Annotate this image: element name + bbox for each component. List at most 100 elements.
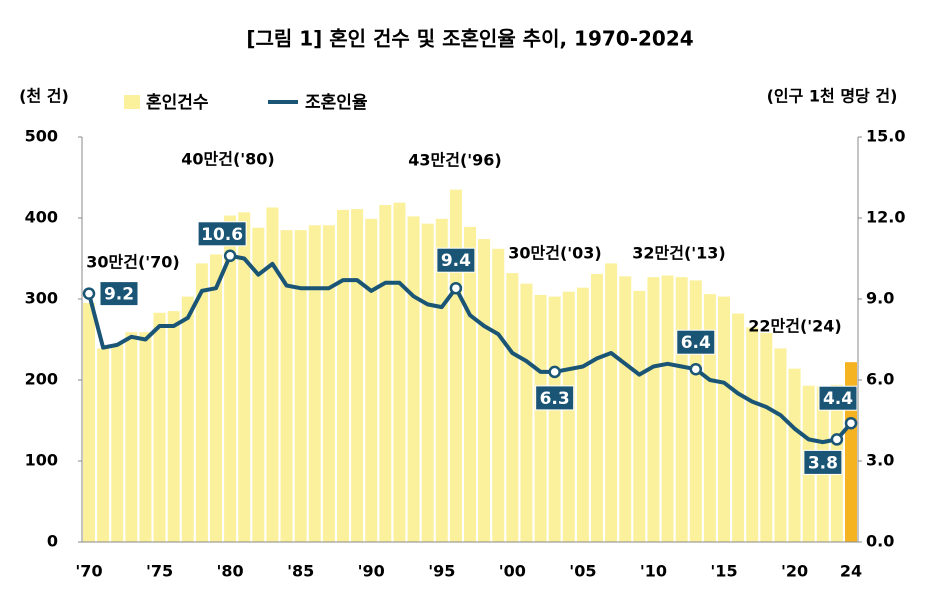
y-tick-label: 0 (47, 532, 58, 551)
chart-title: [그림 1] 혼인 건수 및 조혼인율 추이, 1970-2024 (246, 27, 693, 51)
value-label-box (818, 385, 858, 411)
annotation: 22만건('24) (748, 317, 842, 336)
bar (139, 332, 152, 542)
bar (365, 218, 378, 542)
y2-tick-label: 0.0 (866, 532, 894, 551)
y-tick-label: 200 (25, 370, 58, 389)
x-tick-label: '90 (358, 562, 385, 581)
y2-tick-label: 12.0 (866, 208, 905, 227)
bar (280, 230, 293, 542)
bar (548, 296, 561, 542)
value-label: 6.4 (681, 333, 711, 353)
value-label: 9.4 (441, 251, 471, 271)
x-tick-label: '20 (781, 562, 808, 581)
value-label: 3.8 (808, 453, 838, 473)
data-point (223, 249, 237, 263)
x-tick-label: '10 (640, 562, 667, 581)
bar (407, 216, 420, 542)
value-label: 10.6 (201, 225, 243, 245)
x-tick-label: '70 (75, 562, 102, 581)
data-point (82, 287, 96, 300)
y-tick-label: 500 (25, 127, 58, 146)
bar (478, 239, 491, 542)
bar (675, 277, 688, 542)
y-tick-label: 300 (25, 289, 58, 308)
line (87, 253, 853, 445)
y2-tick-label: 3.0 (866, 451, 894, 470)
x-tick-label: '80 (217, 562, 244, 581)
bar (464, 226, 476, 542)
bar (266, 207, 279, 542)
y2-tick-label: 9.0 (866, 289, 894, 308)
bar (167, 311, 180, 542)
value-label-box (535, 385, 575, 411)
bar (661, 275, 674, 542)
bar (619, 276, 632, 542)
bar (492, 248, 505, 542)
bar (633, 290, 646, 542)
x-tick-label: 24 (840, 562, 862, 581)
bar (774, 348, 787, 542)
bar (689, 280, 702, 542)
y2-axis-label: (인구 1천 명당 건) (767, 87, 898, 106)
value-label-box (803, 449, 843, 475)
bar (238, 212, 251, 542)
bar (210, 254, 222, 542)
bar (111, 344, 124, 542)
bar (125, 332, 138, 542)
x-tick-label: '05 (569, 562, 596, 581)
annotation: 30만건('70) (86, 253, 180, 272)
annotation: 30만건('03) (508, 244, 602, 263)
bar (97, 348, 110, 542)
legend-swatch (124, 95, 140, 109)
x-tick-label: '15 (710, 562, 737, 581)
annotation: 40만건('80) (181, 150, 275, 169)
bar (788, 368, 801, 542)
bar (379, 205, 392, 543)
bar (718, 296, 730, 542)
bar (591, 273, 603, 542)
annotation: 32만건('13) (632, 244, 726, 263)
bar (181, 296, 194, 542)
x-tick-label: '75 (146, 562, 173, 581)
y-axis-label: (천 건) (19, 87, 69, 106)
bar (760, 333, 773, 542)
y-tick-label: 100 (25, 451, 58, 470)
bar (506, 273, 519, 542)
bar (83, 303, 95, 542)
x-tick-label: '85 (287, 562, 314, 581)
bar (195, 263, 208, 542)
data-point (449, 281, 463, 295)
value-label-box (436, 247, 476, 273)
y2-tick-label: 6.0 (866, 370, 894, 389)
y2-tick-label: 15.0 (866, 127, 905, 146)
value-label: 4.4 (823, 389, 853, 409)
x-tick-label: '95 (428, 562, 455, 581)
bar (153, 312, 166, 542)
bar (224, 215, 237, 542)
legend-label: 조혼인율 (305, 92, 368, 113)
bar (534, 294, 547, 542)
bar (647, 277, 660, 542)
bar (435, 218, 448, 542)
bar (351, 209, 364, 542)
x-tick-label: '00 (499, 562, 526, 581)
value-label-box (99, 281, 139, 307)
bar (703, 294, 716, 542)
bar (576, 287, 589, 542)
bar (308, 225, 321, 543)
bar (746, 327, 759, 542)
bar (421, 223, 434, 543)
data-point (844, 416, 858, 430)
value-label-box (676, 329, 716, 355)
bar (732, 313, 745, 542)
value-label: 6.3 (540, 389, 570, 409)
bar (562, 291, 575, 542)
data-point (548, 365, 561, 379)
bar (393, 202, 406, 543)
annotation: 43만건('96) (408, 151, 502, 170)
bar (520, 283, 533, 542)
value-label: 9.2 (104, 285, 134, 305)
data-point (830, 433, 844, 446)
